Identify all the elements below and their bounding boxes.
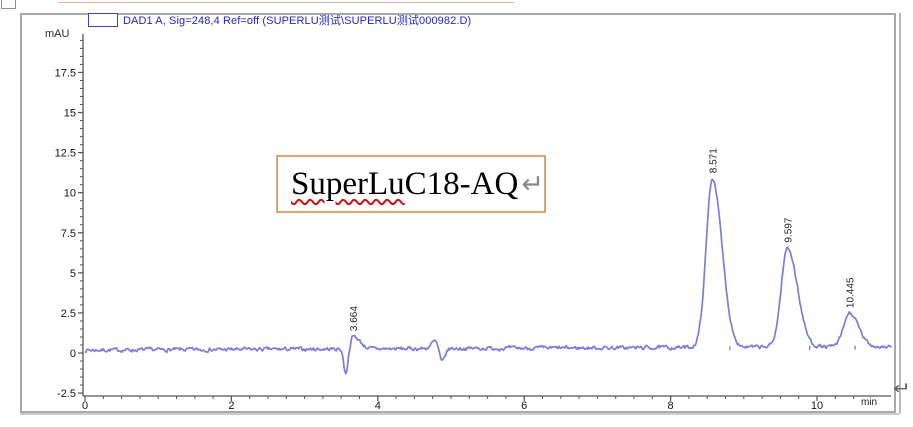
y-tick-label: 0 bbox=[70, 348, 76, 360]
y-tick-label: -2.5 bbox=[57, 388, 76, 400]
return-mark-icon: ↵ bbox=[521, 168, 544, 199]
legend-label: DAD1 A, Sig=248,4 Ref=off (SUPERLU测试\SUP… bbox=[123, 15, 472, 27]
y-tick-label: 15 bbox=[64, 108, 76, 120]
frame-shadow-right bbox=[899, 13, 901, 413]
x-tick-label: 8 bbox=[668, 400, 674, 412]
x-tick-label: 10 bbox=[811, 400, 823, 412]
x-tick-label: 6 bbox=[521, 400, 527, 412]
annotation-text: C18-AQ bbox=[404, 165, 519, 202]
peak-label: 10.445 bbox=[846, 277, 857, 308]
y-tick-label: 2.5 bbox=[61, 308, 76, 320]
y-tick-label: 7.5 bbox=[61, 228, 76, 240]
y-tick-label: 17.5 bbox=[55, 67, 76, 79]
paragraph-mark-icon: ↵ bbox=[893, 379, 911, 398]
x-tick-label: 0 bbox=[82, 400, 88, 412]
y-tick-label: 12.5 bbox=[55, 148, 76, 160]
peak-label: 3.664 bbox=[349, 306, 360, 331]
peak-label: 9.597 bbox=[784, 217, 795, 242]
chromatogram-frame bbox=[20, 13, 896, 413]
y-tick-label: 5 bbox=[70, 268, 76, 280]
legend-swatch bbox=[88, 13, 118, 27]
annotation-misspelled-word: SuperLu bbox=[291, 165, 405, 202]
peak-label: 8.571 bbox=[708, 148, 719, 173]
page-corner-artifact bbox=[1, 0, 16, 9]
signal-trace bbox=[84, 178, 893, 375]
y-tick-label: 10 bbox=[64, 188, 76, 200]
y-axis-unit-label: mAU bbox=[45, 28, 70, 40]
x-axis-unit-label: min bbox=[861, 397, 878, 408]
table-guide-line bbox=[58, 2, 514, 3]
x-tick-label: 4 bbox=[375, 400, 381, 412]
frame-shadow-bottom bbox=[20, 413, 900, 415]
annotation-textbox[interactable]: SuperLu C18-AQ ↵ bbox=[276, 155, 546, 213]
x-tick-label: 2 bbox=[228, 400, 234, 412]
